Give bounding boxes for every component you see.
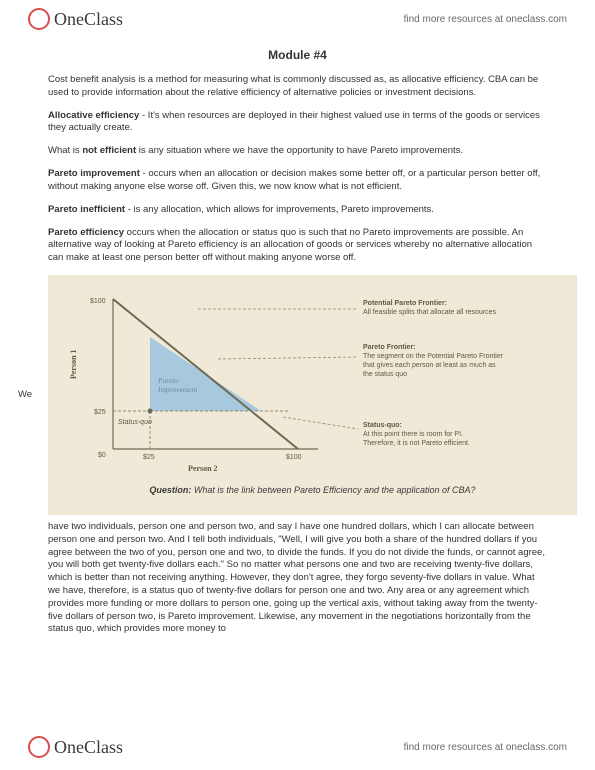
ann-status-quo: Status-quo: At this point there is room … (363, 422, 470, 447)
page-header: OneClass find more resources at oneclass… (0, 0, 595, 38)
intro-paragraph: Cost benefit analysis is a method for me… (48, 74, 547, 100)
ytick-0: $0 (98, 452, 106, 459)
xtick-25: $25 (143, 454, 155, 461)
page-footer: OneClass find more resources at oneclass… (0, 728, 595, 766)
not-efficient-term: not efficient (82, 145, 136, 156)
not-efficient-paragraph: What is not efficient is any situation w… (48, 145, 547, 158)
pareto-inefficient-term: Pareto inefficient (48, 204, 125, 215)
ann-potential: Potential Pareto Frontier: All feasible … (363, 300, 497, 316)
x-axis-label: Person 2 (188, 464, 218, 473)
brand-name: OneClass (54, 9, 123, 30)
status-quo-short-label: Status-quo (118, 419, 152, 426)
brand-logo: OneClass (28, 8, 123, 30)
arrow-frontier (218, 357, 358, 359)
allocative-efficiency-term: Allocative efficiency (48, 110, 139, 121)
status-quo-point (148, 408, 153, 413)
potential-frontier-line (113, 299, 298, 449)
y-axis-label: Person 1 (69, 349, 78, 379)
module-title: Module #4 (48, 48, 547, 62)
pareto-chart-svg: $100 $25 $0 $25 $100 Person 1 Person 2 P… (58, 289, 548, 479)
xtick-100: $100 (286, 454, 302, 461)
footer-resources-link[interactable]: find more resources at oneclass.com (404, 742, 567, 753)
footer-logo-circle-icon (28, 736, 50, 758)
question-text: What is the link between Pareto Efficien… (191, 485, 475, 495)
question-label: Question: (149, 485, 191, 495)
pareto-efficiency-term: Pareto efficiency (48, 227, 124, 238)
logo-circle-icon (28, 8, 50, 30)
ytick-25: $25 (94, 409, 106, 416)
arrow-sq (283, 417, 358, 429)
document-body: Module #4 Cost benefit analysis is a met… (0, 38, 595, 636)
pareto-improvement-paragraph: Pareto improvement - occurs when an allo… (48, 168, 547, 194)
we-lead-in: We (18, 389, 44, 400)
footer-brand-logo: OneClass (28, 736, 123, 758)
pareto-inefficient-paragraph: Pareto inefficient - is any allocation, … (48, 204, 547, 217)
pareto-efficiency-paragraph: Pareto efficiency occurs when the alloca… (48, 227, 547, 265)
header-resources-link[interactable]: find more resources at oneclass.com (404, 14, 567, 25)
chart-question: Question: What is the link between Paret… (58, 485, 567, 495)
ytick-100: $100 (90, 298, 106, 305)
pareto-inefficient-def: - is any allocation, which allows for im… (125, 204, 434, 215)
continuation-paragraph: have two individuals, person one and per… (48, 521, 547, 636)
not-efficient-pre: What is (48, 145, 82, 156)
chart-row: We $100 $25 $0 $25 $10 (18, 275, 577, 515)
pareto-chart: $100 $25 $0 $25 $100 Person 1 Person 2 P… (48, 275, 577, 515)
allocative-efficiency-paragraph: Allocative efficiency - It's when resour… (48, 110, 547, 136)
not-efficient-post: is any situation where we have the oppor… (136, 145, 463, 156)
pareto-improvement-term: Pareto improvement (48, 168, 140, 179)
ann-frontier: Pareto Frontier: The segment on the Pote… (363, 344, 505, 378)
footer-brand-name: OneClass (54, 737, 123, 758)
